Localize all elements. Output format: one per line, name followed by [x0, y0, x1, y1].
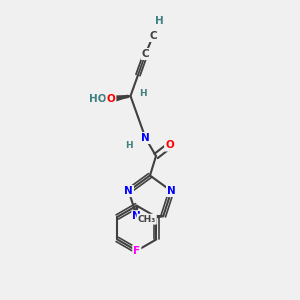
- Text: N: N: [132, 211, 141, 221]
- Text: N: N: [167, 186, 176, 196]
- Text: H: H: [125, 141, 133, 150]
- Text: N: N: [124, 186, 133, 196]
- Text: N: N: [141, 133, 150, 143]
- Text: O: O: [106, 94, 116, 104]
- Text: H: H: [154, 16, 164, 26]
- Text: H: H: [139, 88, 146, 98]
- Text: CH₃: CH₃: [138, 215, 156, 224]
- Text: HO: HO: [89, 94, 106, 104]
- Polygon shape: [110, 96, 130, 102]
- Text: C: C: [149, 31, 157, 41]
- Text: O: O: [165, 140, 174, 151]
- Text: C: C: [142, 49, 149, 59]
- Text: F: F: [133, 246, 140, 256]
